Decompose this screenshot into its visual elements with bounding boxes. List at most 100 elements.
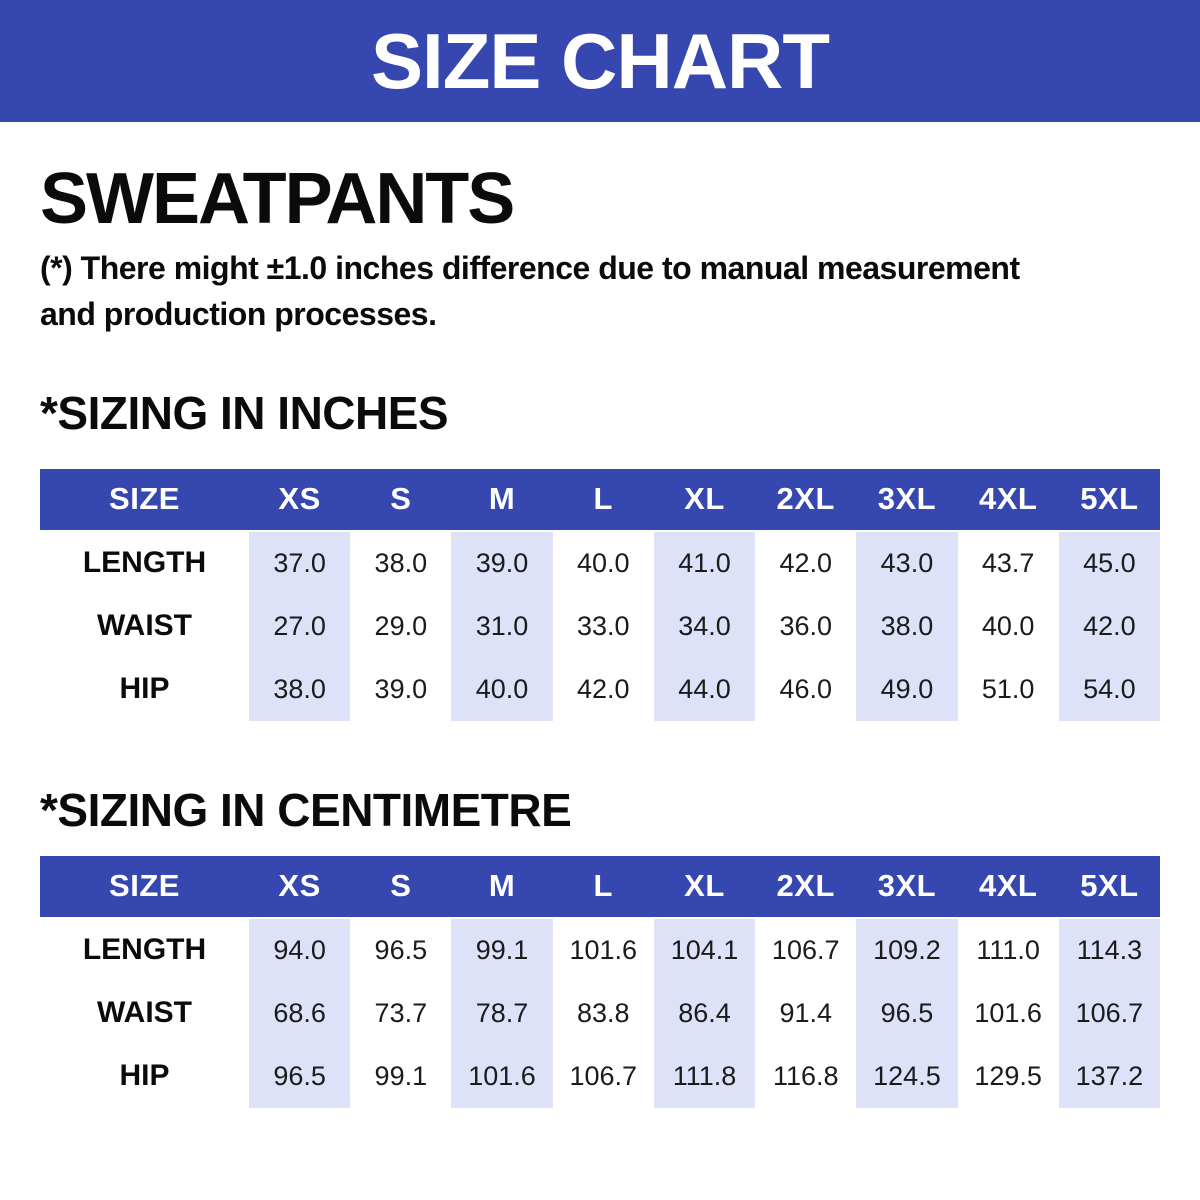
table-body: LENGTH 37.0 38.0 39.0 40.0 41.0 42.0 43.0 43.7 45… xyxy=(40,531,1160,721)
size-value: 42.0 xyxy=(576,673,630,704)
measurement-note: (*) There might ±1.0 inches difference d… xyxy=(40,245,1160,338)
sizing-table-centimetre: SIZE XS S M L XL 2XL 3XL 4XL 5XL LENGTH 94.0 96.5 99.… xyxy=(40,855,1160,1108)
size-value: 101.6 xyxy=(974,997,1042,1028)
size-value: 29.0 xyxy=(374,610,428,641)
size-value: 111.0 xyxy=(976,934,1040,965)
column-header-2xl: 2XL xyxy=(776,481,835,517)
size-value: 38.0 xyxy=(856,594,958,658)
size-value: 106.7 xyxy=(771,934,840,965)
size-value: 101.6 xyxy=(451,1044,553,1108)
table-row-hip: HIP 96.5 99.1 101.6 106.7 111.8 116.8 124.5 129.… xyxy=(40,1044,1160,1108)
content-area: SWEATPANTS (*) There might ±1.0 inches d… xyxy=(0,158,1200,1108)
row-label: WAIST xyxy=(97,609,192,643)
size-value: 43.7 xyxy=(981,547,1035,578)
table-header-row: SIZE XS S M L XL 2XL 3XL 4XL 5XL xyxy=(40,855,1160,917)
size-value: 43.0 xyxy=(856,531,958,595)
size-value: 101.6 xyxy=(569,934,638,965)
product-title: SWEATPANTS xyxy=(40,159,515,239)
size-value: 27.0 xyxy=(249,594,351,658)
size-value: 124.5 xyxy=(856,1044,958,1108)
size-value: 45.0 xyxy=(1058,531,1160,595)
size-value: 42.0 xyxy=(779,547,832,578)
size-value: 38.0 xyxy=(249,657,351,721)
size-value: 114.3 xyxy=(1058,918,1160,982)
column-header-l: L xyxy=(593,481,613,517)
size-value: 36.0 xyxy=(779,610,832,641)
sizing-table-inches: SIZE XS S M L XL 2XL 3XL 4XL 5XL LENGTH 37.0 38.0 39.… xyxy=(40,468,1160,721)
row-label: LENGTH xyxy=(82,933,207,967)
column-header-5xl: 5XL xyxy=(1080,868,1139,904)
size-value: 73.7 xyxy=(374,997,428,1028)
size-value: 129.5 xyxy=(974,1060,1042,1091)
size-value: 40.0 xyxy=(451,657,553,721)
column-header-xl: XL xyxy=(684,481,725,517)
size-value: 37.0 xyxy=(249,531,351,595)
column-header-xs: XS xyxy=(278,868,321,904)
size-value: 46.0 xyxy=(779,673,832,704)
column-header-4xl: 4XL xyxy=(978,481,1038,517)
section-heading-centimetre: *SIZING IN CENTIMETRE xyxy=(40,783,572,836)
size-value: 42.0 xyxy=(1058,594,1160,658)
size-value: 99.1 xyxy=(374,1060,428,1091)
size-value: 96.5 xyxy=(374,934,428,965)
table-body: LENGTH 94.0 96.5 99.1 101.6 104.1 106.7 109.2 11… xyxy=(40,918,1160,1108)
row-label: HIP xyxy=(119,1059,170,1093)
column-header-3xl: 3XL xyxy=(877,868,937,904)
size-value: 96.5 xyxy=(856,981,958,1045)
row-label: WAIST xyxy=(97,996,192,1030)
table-row-waist: WAIST 27.0 29.0 31.0 33.0 34.0 36.0 38.0 40.0 42.… xyxy=(40,594,1160,658)
table-row-length: LENGTH 37.0 38.0 39.0 40.0 41.0 42.0 43.0 43.7 45… xyxy=(40,531,1160,595)
size-value: 91.4 xyxy=(779,997,832,1028)
size-value: 99.1 xyxy=(451,918,553,982)
column-header-5xl: 5XL xyxy=(1080,481,1139,517)
size-value: 137.2 xyxy=(1058,1044,1160,1108)
column-header-4xl: 4XL xyxy=(978,868,1038,904)
size-value: 41.0 xyxy=(653,531,756,595)
size-value: 111.8 xyxy=(653,1044,756,1108)
size-value: 40.0 xyxy=(981,610,1035,641)
section-heading-inches: *SIZING IN INCHES xyxy=(40,386,449,439)
row-label: LENGTH xyxy=(82,546,207,580)
column-header-xs: XS xyxy=(278,481,321,517)
column-header-m: M xyxy=(488,481,516,517)
size-value: 54.0 xyxy=(1058,657,1160,721)
size-value: 39.0 xyxy=(374,673,428,704)
size-value: 94.0 xyxy=(249,918,351,982)
size-value: 86.4 xyxy=(653,981,756,1045)
measurement-note-line1: (*) There might ±1.0 inches difference d… xyxy=(40,249,1020,286)
column-header-m: M xyxy=(488,868,516,904)
column-header-l: L xyxy=(593,868,613,904)
column-header-3xl: 3XL xyxy=(877,481,937,517)
size-value: 83.8 xyxy=(576,997,630,1028)
table-row-hip: HIP 38.0 39.0 40.0 42.0 44.0 46.0 49.0 51.0 54.0 xyxy=(40,657,1160,721)
column-header-size: SIZE xyxy=(109,868,180,904)
size-value: 38.0 xyxy=(374,547,428,578)
size-value: 34.0 xyxy=(653,594,756,658)
size-value: 106.7 xyxy=(569,1060,638,1091)
column-header-s: S xyxy=(390,868,412,904)
size-value: 44.0 xyxy=(653,657,756,721)
table-row-waist: WAIST 68.6 73.7 78.7 83.8 86.4 91.4 96.5 101.6 10… xyxy=(40,981,1160,1045)
size-value: 109.2 xyxy=(856,918,958,982)
column-header-s: S xyxy=(390,481,412,517)
size-value: 96.5 xyxy=(249,1044,351,1108)
size-value: 51.0 xyxy=(981,673,1035,704)
size-value: 116.8 xyxy=(772,1060,839,1091)
size-value: 104.1 xyxy=(653,918,756,982)
measurement-note-line2: and production processes. xyxy=(40,296,437,333)
title-banner: SIZE CHART xyxy=(0,0,1200,122)
size-value: 49.0 xyxy=(856,657,958,721)
size-value: 106.7 xyxy=(1058,981,1160,1045)
size-value: 40.0 xyxy=(576,547,630,578)
column-header-size: SIZE xyxy=(109,481,180,517)
size-value: 39.0 xyxy=(451,531,553,595)
size-value: 78.7 xyxy=(451,981,553,1045)
column-header-2xl: 2XL xyxy=(776,868,835,904)
row-label: HIP xyxy=(119,672,170,706)
size-value: 68.6 xyxy=(249,981,351,1045)
column-header-xl: XL xyxy=(684,868,725,904)
page-title: SIZE CHART xyxy=(371,17,830,105)
table-row-length: LENGTH 94.0 96.5 99.1 101.6 104.1 106.7 109.2 11… xyxy=(40,918,1160,982)
table-header-row: SIZE XS S M L XL 2XL 3XL 4XL 5XL xyxy=(40,468,1160,530)
size-value: 33.0 xyxy=(576,610,630,641)
